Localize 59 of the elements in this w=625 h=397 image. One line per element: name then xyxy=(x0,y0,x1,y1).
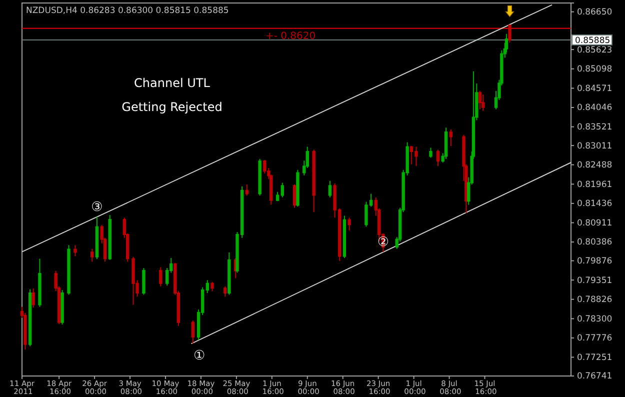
y-tick-label: 0.82488 xyxy=(577,160,612,170)
candlestick xyxy=(38,258,42,308)
candlestick xyxy=(108,214,112,260)
candlestick xyxy=(142,267,146,296)
candlestick xyxy=(28,288,32,347)
candlestick xyxy=(245,184,249,196)
candlestick xyxy=(444,127,448,160)
candlestick xyxy=(436,149,440,167)
annotation: ③ xyxy=(91,200,103,215)
candlestick xyxy=(276,191,280,202)
candlestick xyxy=(60,290,64,326)
y-tick-label: 0.79876 xyxy=(577,256,612,266)
y-tick-label: 0.83521 xyxy=(577,122,612,133)
y-tick-label: 0.76741 xyxy=(577,372,612,382)
y-tick-label: 0.77776 xyxy=(577,334,612,344)
candlestick xyxy=(67,244,70,296)
candlestick xyxy=(210,281,214,292)
annotation: Getting Rejected xyxy=(122,100,222,114)
candlestick xyxy=(74,244,77,257)
candlestick xyxy=(342,215,346,259)
candlestick xyxy=(95,216,99,260)
y-tick-label: 0.78300 xyxy=(577,314,612,324)
y-tick-label: 0.85098 xyxy=(577,64,612,75)
y-tick-label: 0.84571 xyxy=(577,84,612,94)
candlestick xyxy=(296,169,300,208)
candlestick xyxy=(328,180,332,198)
y-tick-label: 0.79351 xyxy=(577,276,612,286)
chart-title: NZDUSD,H4 0.86283 0.86300 0.85815 0.85885 xyxy=(26,6,229,16)
y-tick-label: 0.77251 xyxy=(577,352,612,363)
y-tick-label: 0.78826 xyxy=(577,295,612,306)
y-tick-label: 0.83011 xyxy=(577,141,612,152)
y-tick-label: 0.81436 xyxy=(577,199,612,210)
candlestick xyxy=(482,94,485,112)
candlestick xyxy=(32,288,35,308)
candlestick xyxy=(224,286,227,298)
candlestick xyxy=(228,252,231,296)
y-tick-label: 0.80386 xyxy=(577,238,612,248)
candlestick xyxy=(449,128,452,146)
y-tick-label: 0.80911 xyxy=(577,218,612,228)
candlestick xyxy=(280,182,284,198)
annotation: +- 0.8620 xyxy=(265,30,316,42)
annotation: ① xyxy=(193,348,206,364)
y-tick-label: 0.86650 xyxy=(577,8,612,18)
candlestick xyxy=(258,158,262,196)
candlestick xyxy=(478,90,482,110)
y-tick-label: 0.81961 xyxy=(577,180,612,190)
candlestick xyxy=(191,320,195,344)
annotation: Channel UTL xyxy=(134,76,210,90)
candlestick xyxy=(292,184,296,208)
candlestick xyxy=(90,248,94,262)
y-tick-label: 0.85623 xyxy=(577,45,612,56)
candlestick xyxy=(206,280,210,294)
candlestick xyxy=(312,149,316,213)
candlestick xyxy=(132,256,135,306)
candlestick xyxy=(159,266,162,287)
y-tick-label: 0.84046 xyxy=(577,103,612,114)
candlestick xyxy=(429,147,432,158)
ref-line-label: 0.85885 xyxy=(575,36,610,46)
candlestick xyxy=(348,217,351,231)
